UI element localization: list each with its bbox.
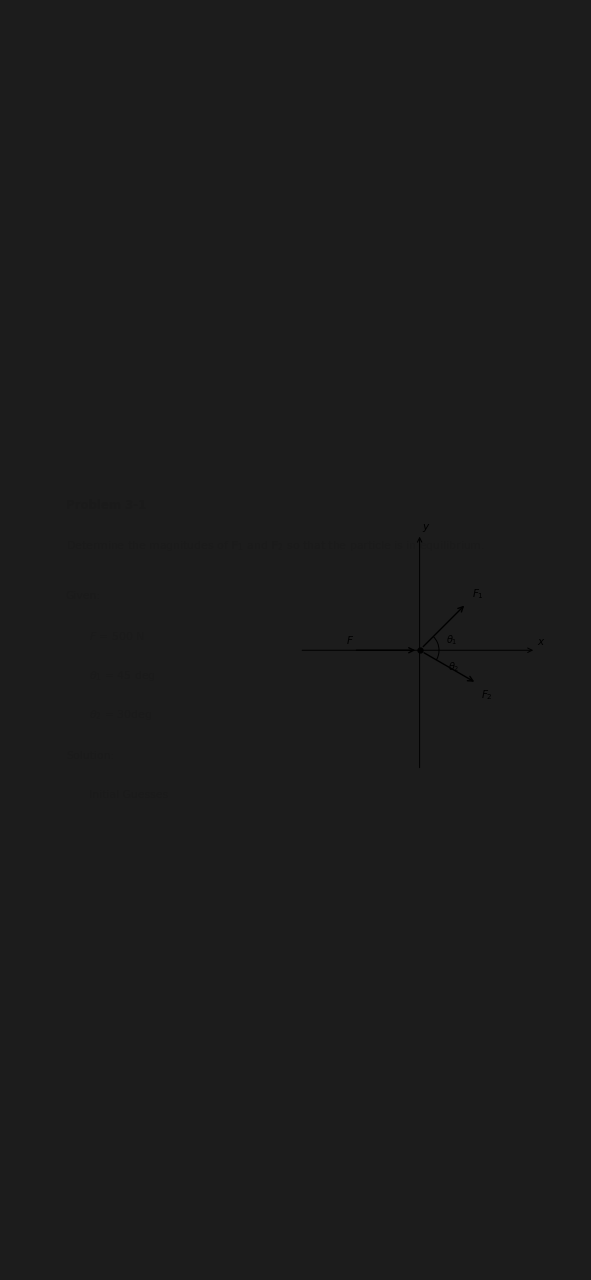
Text: x: x [537,637,544,648]
Text: y: y [423,522,429,532]
Text: Problem 3-1: Problem 3-1 [66,499,146,512]
Text: Given:: Given: [66,591,101,600]
Text: $F_2$: $F_2$ [480,689,492,703]
Text: $\it{\theta_1}$ = 45 deg: $\it{\theta_1}$ = 45 deg [89,669,155,684]
Text: Solution:: Solution: [66,751,114,760]
Text: $F$: $F$ [346,634,354,645]
Text: $F_1$: $F_1$ [472,586,485,600]
Text: $\theta_1$: $\theta_1$ [446,632,457,646]
Text: Initial Guesses: Initial Guesses [89,790,168,800]
Text: $\theta_2$: $\theta_2$ [448,660,459,673]
Text: $\it{\theta_2}$ = 30deg: $\it{\theta_2}$ = 30deg [89,708,152,722]
Text: $\it{F}$ = 500 N: $\it{F}$ = 500 N [89,630,144,643]
Text: Determine the magnitudes of $\mathbf{F}_1$ and $\mathbf{F}_2$ so that the partic: Determine the magnitudes of $\mathbf{F}_… [66,539,485,553]
